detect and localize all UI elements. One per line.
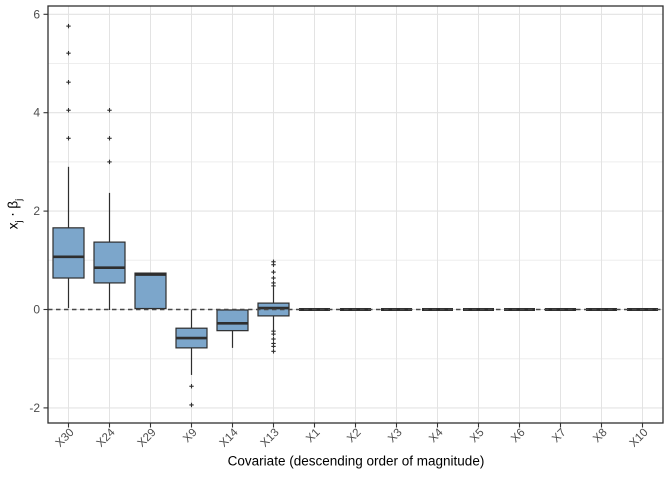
boxplot-X29 xyxy=(134,272,167,310)
y-axis-title-text: β xyxy=(5,200,21,209)
outlier-marker xyxy=(66,136,71,141)
y-tick-label: 6 xyxy=(33,7,40,21)
boxplot-X24 xyxy=(93,108,126,310)
outlier-marker xyxy=(271,283,276,289)
panel-border xyxy=(47,5,664,424)
box xyxy=(93,241,126,284)
boxplot-X14 xyxy=(216,309,249,348)
x-axis-title: Covariate (descending order of magnitude… xyxy=(227,453,485,469)
outlier-marker xyxy=(271,269,276,275)
outlier-marker xyxy=(107,108,112,113)
y-axis: -2 0 2 4 6 xyxy=(29,7,48,415)
x-tick-label: X30 xyxy=(54,427,77,450)
outlier-marker xyxy=(271,275,276,281)
x-tick-label: X5 xyxy=(468,427,486,445)
outlier-marker xyxy=(189,384,194,389)
y-axis-title: xj ⋅ βj xyxy=(6,199,25,230)
x-tick-label: X7 xyxy=(550,427,568,445)
x-axis: X30 X24 X29 X9 X14 X13 X1 X2 X3 X4 X5 X6 X7 X8 X10 xyxy=(54,423,651,450)
x-tick-label: X4 xyxy=(427,426,446,445)
flat-box xyxy=(504,308,535,311)
boxplot-X6 xyxy=(504,308,535,311)
x-tick-label: X13 xyxy=(259,427,282,450)
box xyxy=(216,309,249,332)
outlier-marker xyxy=(107,136,112,141)
y-axis-title-subscript: j xyxy=(13,220,25,223)
boxplots xyxy=(52,23,658,408)
outlier-marker xyxy=(189,402,194,408)
x-tick-label: X8 xyxy=(591,427,609,445)
x-tick-label: X24 xyxy=(95,426,118,449)
y-axis-title-subscript: j xyxy=(13,198,25,201)
box xyxy=(134,272,167,310)
y-tick-label: 0 xyxy=(33,303,40,317)
flat-box xyxy=(463,308,494,311)
box xyxy=(52,227,85,279)
x-tick-label: X9 xyxy=(181,427,199,445)
x-tick-label: X14 xyxy=(218,426,241,449)
outlier-marker xyxy=(66,108,71,113)
outlier-marker xyxy=(271,262,276,267)
boxplot-X30 xyxy=(52,23,85,309)
outlier-marker xyxy=(271,336,276,342)
y-axis-title-text: x xyxy=(5,222,21,230)
y-tick-label: 4 xyxy=(33,106,40,120)
outlier-marker xyxy=(271,331,276,337)
x-tick-label: X1 xyxy=(304,427,322,445)
x-tick-label: X29 xyxy=(136,427,159,450)
x-tick-label: X10 xyxy=(628,427,651,450)
x-tick-label: X6 xyxy=(509,427,527,445)
outlier-marker xyxy=(66,79,71,85)
boxplot-X4 xyxy=(422,308,453,311)
outlier-marker xyxy=(66,23,71,29)
boxplot-X5 xyxy=(463,308,494,311)
outlier-marker xyxy=(107,159,112,165)
x-tick-label: X3 xyxy=(386,427,404,445)
flat-box xyxy=(422,308,453,311)
outlier-marker xyxy=(271,349,276,354)
y-tick-label: -2 xyxy=(29,401,40,415)
boxplot-X9 xyxy=(175,309,208,408)
y-tick-label: 2 xyxy=(33,204,40,218)
x-tick-label: X2 xyxy=(345,427,363,445)
outlier-marker xyxy=(271,344,276,349)
y-axis-title-text: ⋅ xyxy=(5,208,21,221)
outlier-marker xyxy=(66,50,71,56)
